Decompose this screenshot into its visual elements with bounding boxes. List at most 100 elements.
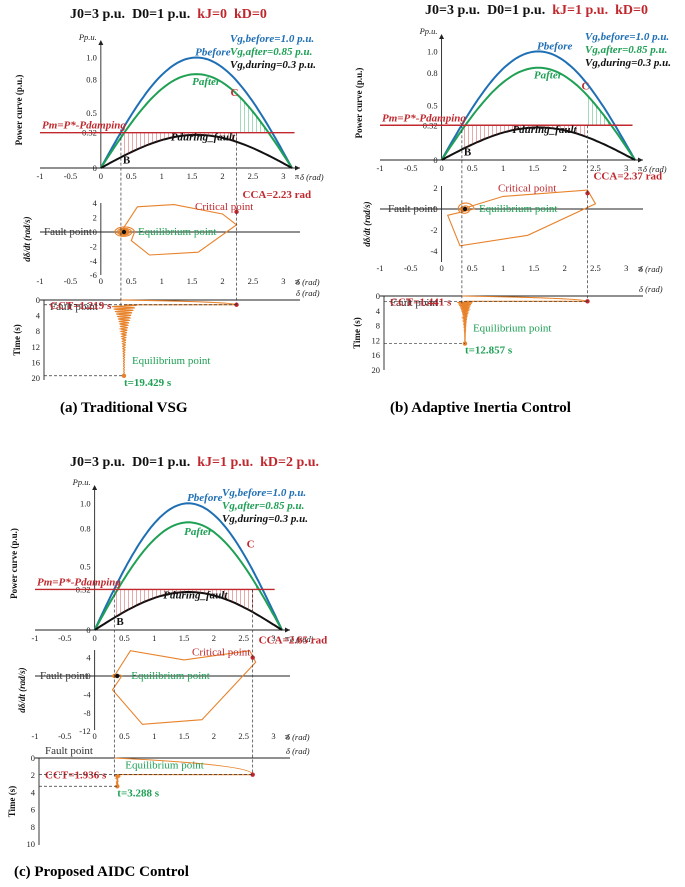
phase-y-label: dδ/dt (rad/s) bbox=[362, 201, 372, 246]
time-y-tick: 4 bbox=[376, 306, 381, 316]
point-b-label: B bbox=[464, 147, 472, 159]
power-x-tick: 2.5 bbox=[238, 633, 249, 643]
power-x-tick: 0 bbox=[439, 163, 443, 173]
critical-point-marker bbox=[234, 209, 239, 215]
time-eq-label: Equilibrium point bbox=[473, 323, 552, 335]
time-fault-label: Fault point bbox=[390, 297, 438, 309]
phase-y-tick: -4 bbox=[90, 256, 98, 266]
cct-label: CCT=1.936 s bbox=[45, 770, 107, 782]
power-x-tick: 3 bbox=[624, 163, 628, 173]
time-y-tick: 12 bbox=[372, 335, 381, 345]
deceleration-area bbox=[252, 579, 259, 590]
power-x-tick: 1.5 bbox=[529, 163, 540, 173]
legend-during: Vg,during=0.3 p.u. bbox=[222, 513, 308, 525]
critical-point-label: Critical point bbox=[195, 201, 253, 213]
settle-marker bbox=[121, 373, 127, 378]
point-b-label: B bbox=[123, 155, 131, 167]
p-during-label: Pduring_fault bbox=[512, 124, 577, 136]
legend-during: Vg,during=0.3 p.u. bbox=[230, 59, 316, 71]
panel-caption: (a) Traditional VSG bbox=[60, 400, 188, 416]
phase-y-tick: -12 bbox=[79, 726, 90, 736]
fault-point-marker bbox=[118, 229, 124, 235]
equilibrium-label: Equilibrium point bbox=[131, 670, 210, 682]
phase-y-tick: -2 bbox=[430, 225, 437, 235]
panel-b: J0=3 p.u. D0=1 p.u. kJ=1 p.u. kD=0 Pp.u. δ (r… bbox=[352, 3, 671, 416]
phase-x-tick: 0 bbox=[439, 263, 443, 273]
p-after-label: Pafter bbox=[184, 526, 213, 538]
deceleration-area bbox=[587, 95, 612, 126]
p-after-label: Pafter bbox=[534, 70, 563, 82]
t-end-label: t=12.857 s bbox=[465, 345, 513, 357]
deceleration-area bbox=[236, 93, 269, 133]
critical-point-label: Critical point bbox=[192, 647, 250, 659]
fault-point-label: Fault point bbox=[40, 670, 88, 682]
power-x-tick: 0.5 bbox=[119, 633, 130, 643]
phase-x-tick: 0.5 bbox=[126, 276, 137, 286]
power-y-tick: 0.8 bbox=[80, 524, 91, 534]
phase-y-label: dδ/dt (rad/s) bbox=[17, 667, 27, 712]
time-y-tick: 4 bbox=[36, 311, 41, 321]
power-x-tick: 2.5 bbox=[248, 171, 259, 181]
cct-label: CCT=1.219 s bbox=[50, 300, 112, 312]
p-during-label: Pduring_fault bbox=[171, 131, 236, 143]
time-y-label: Time (s) bbox=[12, 324, 22, 356]
legend-before: Vg,before=1.0 p.u. bbox=[222, 487, 306, 499]
settle-marker bbox=[115, 784, 120, 789]
pm-label: Pm=P*-Pdamping bbox=[37, 576, 121, 588]
power-x-label: δ (rad) bbox=[300, 172, 324, 182]
phase-x-tick: 0 bbox=[99, 276, 103, 286]
power-y-tick: 0.5 bbox=[427, 101, 438, 111]
power-x-label: δ (rad) bbox=[643, 164, 667, 174]
panel-params: J0=3 p.u. D0=1 p.u. kJ=1 p.u. kD=0 bbox=[425, 3, 648, 18]
time-trajectory bbox=[457, 295, 589, 344]
panel-caption: (c) Proposed AIDC Control bbox=[14, 864, 189, 880]
p-unit-label: Pp.u. bbox=[419, 26, 438, 36]
time-y-tick: 6 bbox=[31, 805, 35, 815]
time-y-tick: 20 bbox=[372, 365, 381, 375]
panel-a: J0=3 p.u. D0=1 p.u. kJ=0 kD=0 Pp.u. δ (rad) -1… bbox=[12, 7, 324, 416]
phase-x-tick: 2 bbox=[563, 263, 567, 273]
power-y-tick: 0 bbox=[93, 163, 97, 173]
p-during-curve bbox=[100, 133, 293, 169]
power-x-tick: 0.5 bbox=[126, 171, 137, 181]
phase-x-label: δ (rad) bbox=[296, 277, 320, 287]
cca-label: CCA=2.37 rad bbox=[593, 170, 662, 182]
power-y-tick: 1.0 bbox=[427, 46, 438, 56]
legend-before: Vg,before=1.0 p.u. bbox=[230, 33, 314, 45]
phase-x-tick: π bbox=[285, 731, 290, 741]
power-y-label: Power curve (p.u.) bbox=[9, 528, 19, 599]
phase-x-tick: 2.5 bbox=[590, 263, 601, 273]
pm-label: Pm=P*-Pdamping bbox=[42, 120, 126, 132]
power-y-label: Power curve (p.u.) bbox=[354, 68, 364, 139]
acceleration-area bbox=[114, 589, 253, 618]
fault-point-label: Fault point bbox=[388, 203, 436, 215]
fault-point-label: Fault point bbox=[44, 226, 92, 238]
phase-x-tick: 3 bbox=[281, 276, 285, 286]
power-y-tick: 1.0 bbox=[80, 498, 91, 508]
p-before-label: Pbefore bbox=[187, 492, 223, 504]
y-arrow bbox=[92, 485, 98, 490]
power-x-tick: -0.5 bbox=[64, 171, 77, 181]
power-y-tick: 0.5 bbox=[86, 108, 97, 118]
phase-x-label: δ (rad) bbox=[639, 264, 663, 274]
power-x-tick: 1.5 bbox=[187, 171, 198, 181]
t-end-label: t=3.288 s bbox=[117, 787, 159, 799]
t-end-label: t=19.429 s bbox=[124, 377, 172, 389]
p-before-curve bbox=[440, 50, 636, 161]
p-before-curve bbox=[99, 56, 293, 169]
time-y-label: Time (s) bbox=[7, 786, 17, 818]
phase-y-tick: 4 bbox=[93, 198, 98, 208]
time-x-label: δ (rad) bbox=[639, 284, 663, 294]
time-y-tick: 20 bbox=[32, 373, 41, 383]
time-y-tick: 8 bbox=[31, 822, 35, 832]
phase-y-tick: 2 bbox=[93, 213, 97, 223]
point-c-label: C bbox=[231, 87, 239, 99]
phase-y-tick: 4 bbox=[86, 653, 91, 663]
point-c-label: C bbox=[247, 539, 255, 551]
time-y-tick: 10 bbox=[27, 839, 36, 849]
critical-point-marker bbox=[250, 655, 255, 660]
equilibrium-label: Equilibrium point bbox=[479, 203, 558, 215]
power-x-tick: 0 bbox=[93, 633, 97, 643]
power-x-tick: π bbox=[295, 171, 300, 181]
phase-y-tick: -6 bbox=[90, 270, 97, 280]
